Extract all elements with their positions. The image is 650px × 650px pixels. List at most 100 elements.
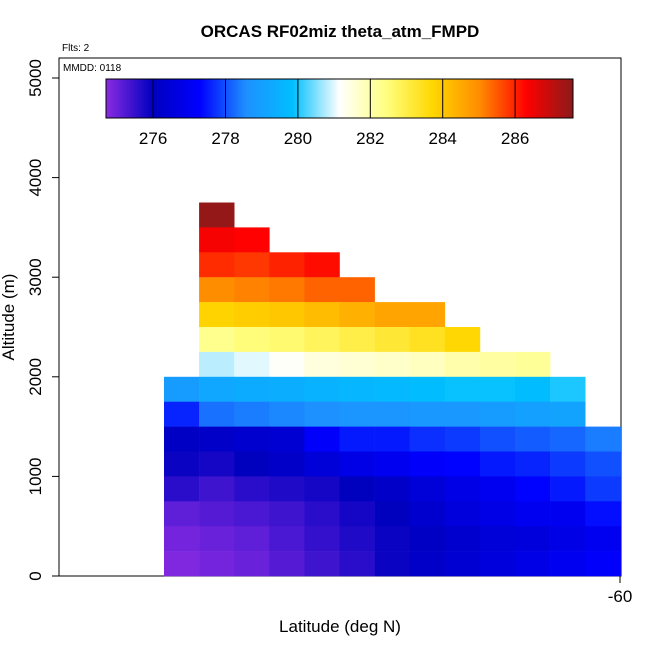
heatmap-cell	[234, 252, 270, 278]
colorbar-tick-label: 286	[501, 129, 529, 148]
heatmap-cell	[374, 426, 410, 452]
x-tick-label: -60	[608, 587, 633, 606]
heatmap-cell	[304, 451, 340, 477]
y-axis-title: Altitude (m)	[0, 274, 18, 361]
heatmap-cell	[269, 401, 305, 427]
heatmap-cell	[269, 302, 305, 328]
heatmap-cell	[409, 426, 446, 452]
y-tick-label: 3000	[26, 258, 45, 296]
heatmap-cell	[199, 227, 235, 253]
heatmap-cell	[585, 476, 621, 502]
heatmap-cell	[409, 551, 446, 577]
heatmap-cell	[479, 551, 516, 577]
heatmap-cell	[444, 376, 481, 402]
heatmap-cell	[199, 376, 235, 402]
heatmap-cell	[234, 376, 270, 402]
heatmap-cell	[479, 526, 516, 552]
heatmap-cell	[339, 277, 375, 303]
heatmap-cell	[444, 426, 481, 452]
heatmap-cell	[479, 451, 516, 477]
heatmap-cell	[269, 376, 305, 402]
heatmap-cell	[444, 476, 481, 502]
heatmap-cell	[269, 327, 305, 353]
heatmap-cell	[409, 401, 446, 427]
heatmap-cell	[515, 526, 551, 552]
y-tick-label: 0	[26, 571, 45, 580]
heatmap-cell	[339, 302, 375, 328]
heatmap-cell	[164, 376, 200, 402]
heatmap-cell	[164, 501, 200, 527]
heatmap-cell	[550, 401, 586, 427]
heatmap-cell	[304, 501, 340, 527]
heatmap-cell	[339, 426, 375, 452]
heatmap-cell	[304, 351, 340, 378]
heatmap-cell	[304, 327, 340, 353]
colorbar-tick-label: 280	[284, 129, 312, 148]
heatmap-cell	[304, 277, 340, 303]
heatmap-cell	[444, 501, 481, 527]
heatmap-cell	[585, 426, 621, 452]
colorbar-tick-label: 276	[139, 129, 167, 148]
heatmap-cell	[585, 526, 621, 552]
heatmap-cell	[479, 426, 516, 452]
heatmap-cell	[585, 501, 621, 527]
y-tick-label: 2000	[26, 358, 45, 396]
heatmap-cell	[479, 376, 516, 402]
heatmap-cell	[374, 376, 410, 402]
heatmap-cell	[409, 451, 446, 477]
heatmap-cell	[304, 551, 340, 577]
heatmap-cell	[304, 252, 340, 278]
heatmap-cell	[339, 501, 375, 527]
heatmap-cell	[479, 476, 516, 502]
heatmap-cell	[199, 327, 235, 353]
heatmap-cell	[515, 426, 551, 452]
heatmap-cell	[479, 401, 516, 427]
heatmap-cell	[269, 351, 305, 378]
heatmap-cell	[269, 501, 305, 527]
heatmap-cell	[409, 476, 446, 502]
chart-title: ORCAS RF02miz theta_atm_FMPD	[201, 22, 480, 41]
heatmap-cell	[199, 451, 235, 477]
heatmap-cell	[234, 426, 270, 452]
heatmap-cell	[304, 401, 340, 427]
y-tick-label: 1000	[26, 457, 45, 495]
date-annotation: MMDD: 0118	[63, 63, 122, 74]
heatmap-cell	[234, 476, 270, 502]
heatmap-cell	[234, 227, 270, 253]
heatmap-cell	[199, 302, 235, 328]
heatmap-cell	[550, 526, 586, 552]
heatmap-cell	[515, 451, 551, 477]
heatmap-cell	[234, 327, 270, 353]
colorbar-bar	[105, 78, 574, 119]
heatmap-cell	[409, 376, 446, 402]
heatmap-cell	[339, 327, 375, 353]
heatmap-cell	[269, 252, 305, 278]
flights-annotation: Flts: 2	[62, 43, 90, 54]
heatmap-cell	[199, 202, 235, 228]
heatmap-cell	[409, 327, 446, 353]
heatmap-cell	[234, 302, 270, 328]
y-axis: 0 1000 2000 3000 4000 5000	[26, 59, 59, 581]
heatmap-cell	[550, 476, 586, 502]
heatmap-cell	[409, 302, 446, 328]
heatmap-cell	[585, 551, 621, 577]
heatmap-cell	[269, 476, 305, 502]
x-axis: -60	[608, 576, 633, 606]
heatmap-cell	[409, 351, 446, 378]
heatmap-cell	[234, 277, 270, 303]
y-tick-label: 4000	[26, 159, 45, 197]
heatmap-cell	[234, 351, 270, 378]
heatmap-cell	[444, 401, 481, 427]
heatmap-cell	[269, 451, 305, 477]
heatmap-cell	[409, 501, 446, 527]
heatmap-cell	[374, 476, 410, 502]
heatmap-cell	[550, 451, 586, 477]
heatmap-cell	[164, 551, 200, 577]
heatmap-cell	[339, 526, 375, 552]
heatmap-cell	[199, 277, 235, 303]
heatmap-cell	[339, 376, 375, 402]
heatmap-cell	[444, 526, 481, 552]
heatmap-cell	[374, 501, 410, 527]
heatmap-cell	[339, 351, 375, 378]
heatmap-cell	[304, 426, 340, 452]
